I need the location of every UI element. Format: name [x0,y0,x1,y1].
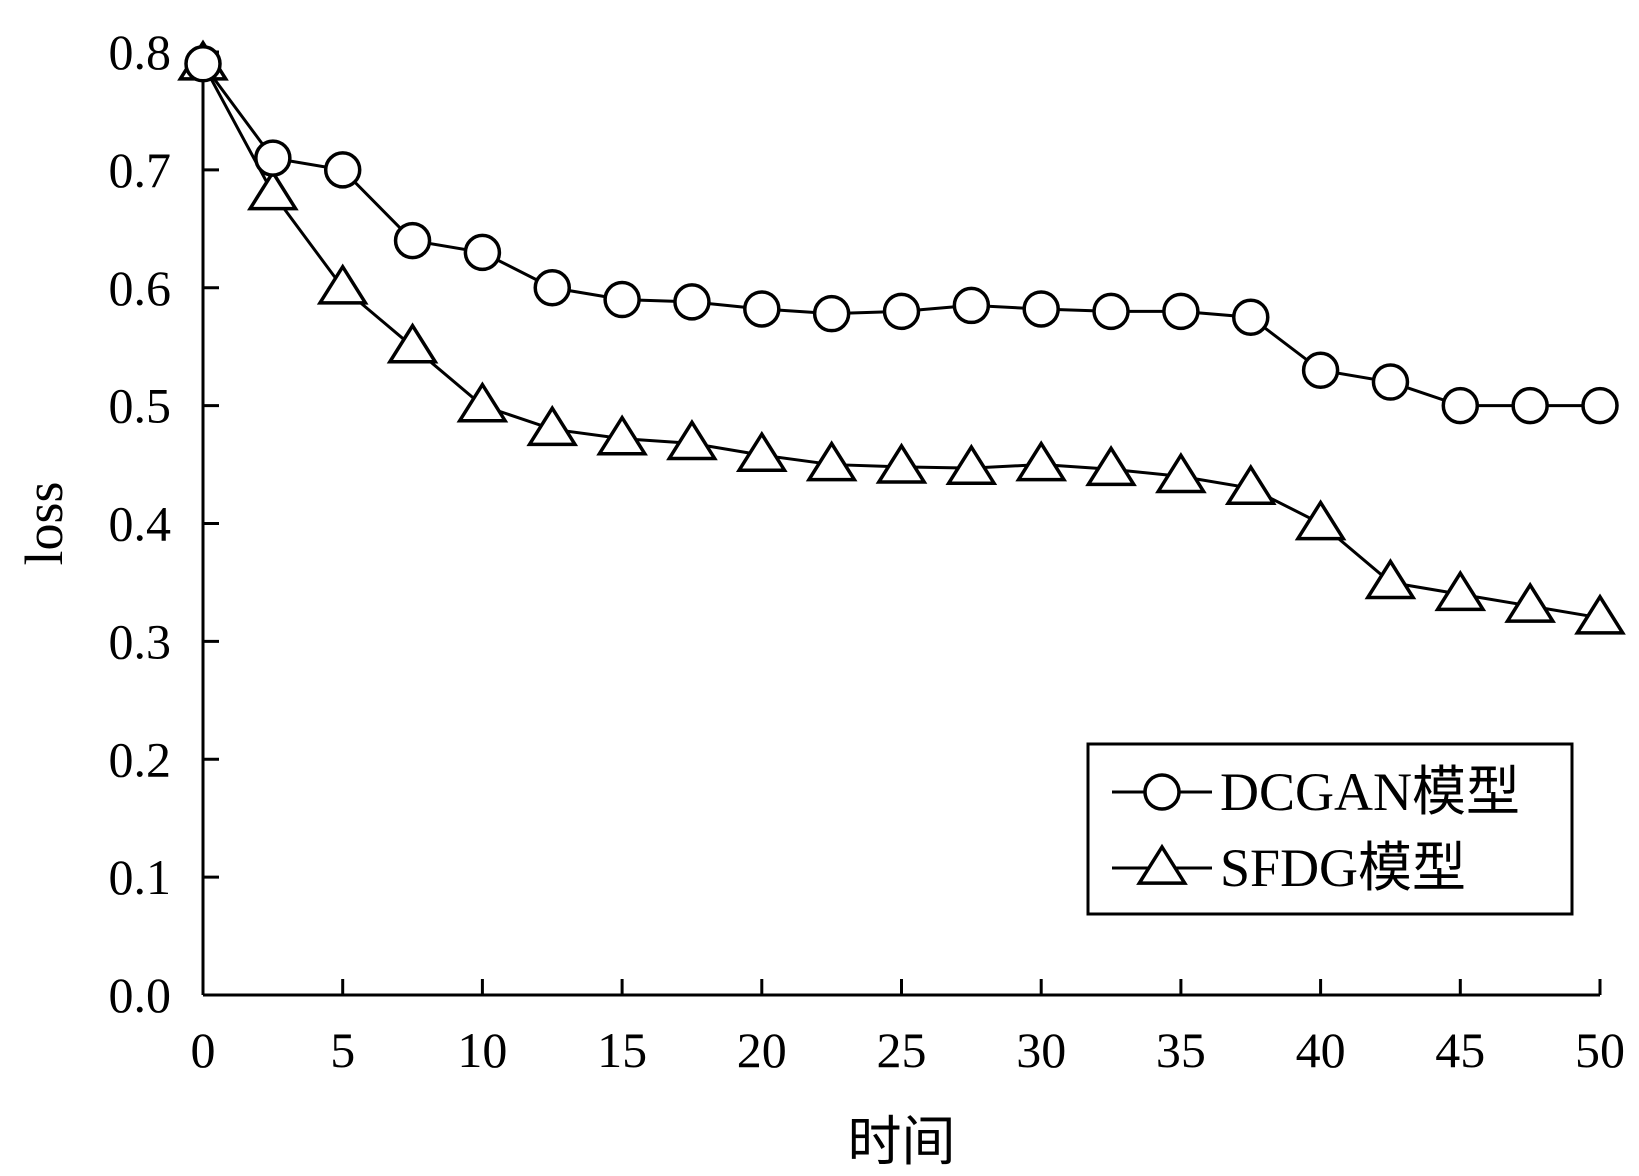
data-point [1015,440,1068,482]
x-tick-label: 20 [737,1022,787,1078]
data-point [393,221,432,260]
data-point [882,292,921,331]
y-tick-label: 0.3 [109,613,172,669]
data-point [1574,593,1626,635]
data-point [1022,290,1060,328]
data-point [952,286,991,325]
data-point [596,414,648,456]
x-axis-title: 时间 [848,1112,956,1172]
data-point [735,430,788,473]
data-point [673,283,711,321]
y-tick-label: 0.5 [109,378,172,434]
x-tick-label: 25 [877,1022,927,1078]
data-point [1162,292,1200,331]
y-tick-label: 0.2 [109,731,172,787]
x-tick-label: 40 [1296,1022,1346,1078]
x-tick-label: 35 [1156,1022,1206,1078]
data-point [743,290,781,328]
legend: DCGAN模型 SFDG模型 [1086,742,1574,916]
data-point [1155,452,1207,494]
data-point [1224,463,1277,506]
legend-item: DCGAN模型 [1112,762,1520,822]
legend-marker [1136,843,1188,885]
data-point [323,151,362,189]
legend-item: SFDG模型 [1112,838,1466,898]
data-point [456,381,509,423]
y-axis-ticks: 0.0 0.1 0.2 0.3 0.4 0.5 0.6 0.7 0.8 [109,24,219,1023]
x-tick-label: 0 [191,1022,216,1078]
data-point [875,442,928,484]
series-sfdg [177,39,1626,635]
y-tick-label: 0.4 [109,496,172,552]
data-point [247,169,299,211]
data-point [316,263,369,305]
y-tick-label: 0.1 [109,849,172,905]
x-axis-ticks: 0 5 10 15 20 25 30 35 40 45 50 [191,979,1625,1078]
data-point [1504,581,1556,623]
x-tick-label: 30 [1016,1022,1066,1078]
data-point [463,233,502,272]
data-point [1581,386,1619,425]
data-point [603,280,641,319]
data-point [805,440,858,482]
data-point [1232,298,1270,336]
legend-label: SFDG模型 [1220,838,1466,898]
x-tick-label: 10 [457,1022,507,1078]
data-point [812,294,851,333]
data-point [1364,558,1417,600]
legend-label: DCGAN模型 [1220,762,1520,822]
y-tick-label: 0.7 [109,142,172,198]
x-tick-label: 5 [330,1022,355,1078]
legend-box [1086,742,1574,916]
data-point [1294,499,1347,541]
y-tick-label: 0.8 [109,24,172,80]
series-dcgan [184,45,1619,425]
data-point [254,139,292,177]
data-point [526,404,579,447]
data-point [184,45,222,83]
data-point [1092,292,1130,331]
data-point [1085,444,1137,487]
data-point [1511,386,1549,425]
data-point [386,322,439,364]
x-tick-label: 15 [597,1022,647,1078]
data-point [945,443,998,485]
series-layer [177,39,1626,635]
data-point [533,269,571,307]
data-point [1371,363,1410,401]
data-point [666,419,718,461]
y-tick-label: 0.0 [109,967,172,1023]
data-point [1434,569,1487,612]
x-tick-label: 50 [1575,1022,1625,1078]
y-axis-title: loss [14,481,74,565]
legend-marker [1143,773,1181,811]
x-tick-label: 45 [1435,1022,1485,1078]
data-point [1441,386,1480,425]
y-tick-label: 0.6 [109,260,172,316]
data-point [1301,351,1340,390]
